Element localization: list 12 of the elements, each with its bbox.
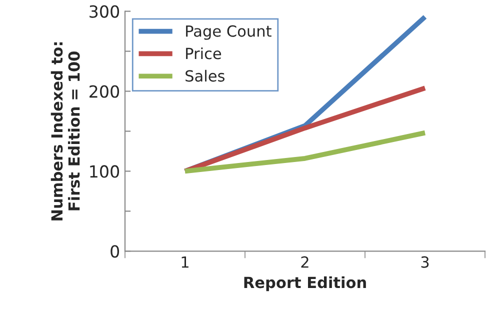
legend-label: Price — [186, 47, 222, 60]
legend-label: Sales — [186, 70, 224, 82]
y-tick-label: 200 — [90, 85, 120, 98]
legend-label: Page Count — [186, 25, 272, 40]
x-axis-title: Report Edition — [244, 276, 366, 292]
y-axis-title: Numbers Indexed to: First Edition = 100 — [50, 42, 80, 220]
x-tick-label: 2 — [301, 256, 308, 268]
y-tick-label: 100 — [90, 165, 120, 178]
x-tick-label: 1 — [182, 256, 188, 268]
y-tick-label: 0 — [110, 245, 120, 258]
x-tick-label: 3 — [421, 256, 429, 268]
y-tick-label: 300 — [90, 5, 120, 18]
